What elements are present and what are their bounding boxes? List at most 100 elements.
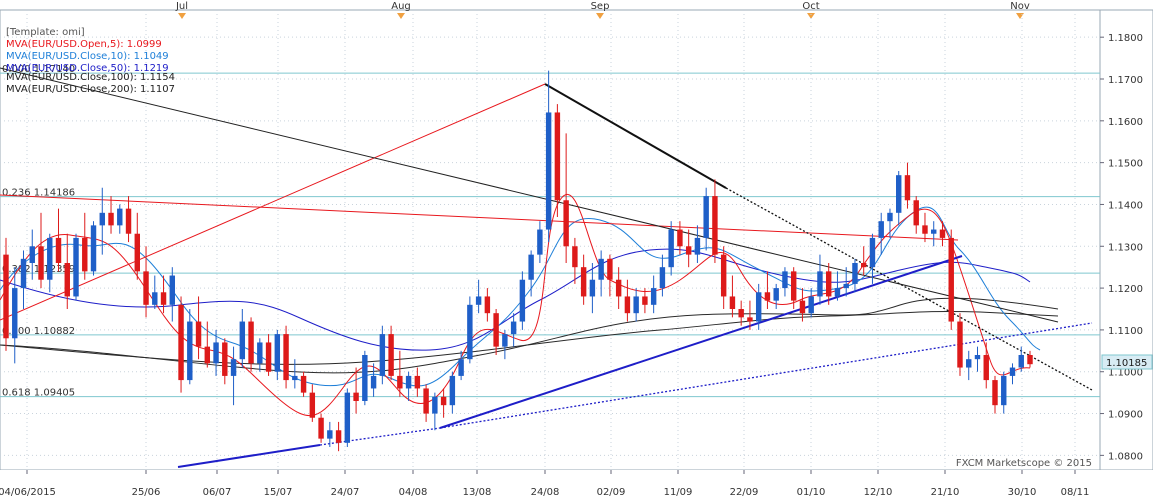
candle — [537, 221, 543, 263]
fib-level-label: 0.000 1.17140 — [2, 64, 75, 75]
candle — [869, 233, 876, 284]
candle — [1027, 350, 1033, 368]
candle — [843, 267, 849, 297]
candle-body — [659, 267, 666, 289]
candle-body — [677, 229, 683, 247]
candle — [747, 300, 753, 330]
candle-body — [327, 430, 333, 439]
candle-body — [397, 375, 403, 389]
candle-body — [983, 355, 989, 381]
candle — [887, 208, 893, 238]
date-axis-panel — [0, 470, 1153, 502]
candle-body — [528, 254, 534, 280]
candle — [187, 309, 193, 385]
candle-body — [134, 233, 140, 272]
candle-body — [257, 342, 263, 364]
candle — [834, 271, 841, 301]
candle-body — [519, 279, 526, 322]
candle — [388, 325, 394, 381]
candle — [283, 325, 289, 389]
candle-body — [283, 334, 289, 381]
candle — [318, 413, 324, 443]
month-label-nov: Nov — [1010, 1, 1030, 12]
candle — [852, 258, 858, 293]
candle — [589, 263, 596, 314]
candle-body — [265, 342, 272, 372]
candle — [73, 233, 79, 301]
date-tick-label: 08/11 — [1061, 487, 1090, 498]
candle — [685, 229, 692, 268]
price-tick-label: 1.1100 — [1108, 326, 1143, 337]
candle — [563, 133, 569, 263]
candle — [29, 229, 35, 280]
candle — [712, 179, 718, 263]
candle-body — [948, 237, 954, 322]
fib-level-label: 0.618 1.09405 — [2, 388, 75, 399]
candle-body — [449, 375, 456, 406]
candle — [502, 329, 508, 360]
candle-body — [82, 237, 88, 272]
month-label-sep: Sep — [591, 1, 610, 12]
month-marker — [178, 13, 186, 19]
candle-body — [318, 417, 324, 439]
candle — [598, 250, 604, 297]
candle — [966, 350, 972, 381]
candle — [729, 275, 736, 318]
candle-body — [913, 200, 919, 226]
legend-mva-50: MVA(EUR/USD.Close,50): 1.1219 — [6, 63, 169, 74]
candle — [659, 254, 666, 297]
candle — [1018, 346, 1024, 372]
candle — [1001, 371, 1007, 414]
date-tick-label: 15/07 — [264, 487, 293, 498]
candle-body — [992, 380, 998, 406]
candle-body — [808, 296, 814, 314]
candle — [143, 246, 149, 318]
candle-body — [152, 292, 158, 305]
candle-body — [572, 246, 578, 268]
date-tick-label: 24/07 — [331, 487, 360, 498]
price-tick-label: 1.1600 — [1108, 117, 1143, 128]
candle-body — [370, 375, 377, 389]
candle — [738, 300, 744, 326]
month-marker — [807, 13, 815, 19]
date-tick-label: 21/10 — [931, 487, 960, 498]
top-date-strip — [0, 0, 1153, 10]
candle — [896, 171, 902, 226]
candle-body — [90, 225, 97, 272]
candle-body — [292, 375, 298, 381]
candle-body — [379, 334, 386, 376]
candle — [782, 267, 788, 297]
candle — [580, 254, 587, 305]
candle-body — [467, 304, 473, 360]
candle-body — [729, 296, 736, 309]
candle — [773, 283, 779, 309]
price-axis-panel — [1099, 9, 1153, 471]
candle — [878, 212, 884, 255]
candle-body — [843, 283, 849, 289]
candle — [335, 421, 342, 452]
candle-body — [598, 258, 604, 280]
candle — [668, 221, 674, 276]
candle — [353, 367, 359, 414]
candle-body — [580, 267, 587, 297]
candle — [55, 208, 62, 272]
candle — [904, 162, 911, 209]
month-label-jul: Jul — [175, 1, 188, 12]
candle-body — [878, 221, 884, 238]
candle-body — [650, 288, 657, 305]
current-price-tag-box — [1101, 354, 1153, 370]
candle — [265, 334, 272, 376]
candle-body — [738, 309, 744, 318]
candle-body — [222, 342, 228, 376]
candle-body — [966, 359, 972, 368]
candle — [957, 313, 963, 376]
candle — [432, 392, 438, 431]
candle-body — [20, 258, 27, 289]
candle — [467, 296, 473, 364]
candle-body — [484, 296, 491, 314]
candle — [222, 338, 228, 385]
candle — [720, 246, 727, 309]
candle-body — [362, 355, 368, 401]
candle — [3, 237, 9, 351]
